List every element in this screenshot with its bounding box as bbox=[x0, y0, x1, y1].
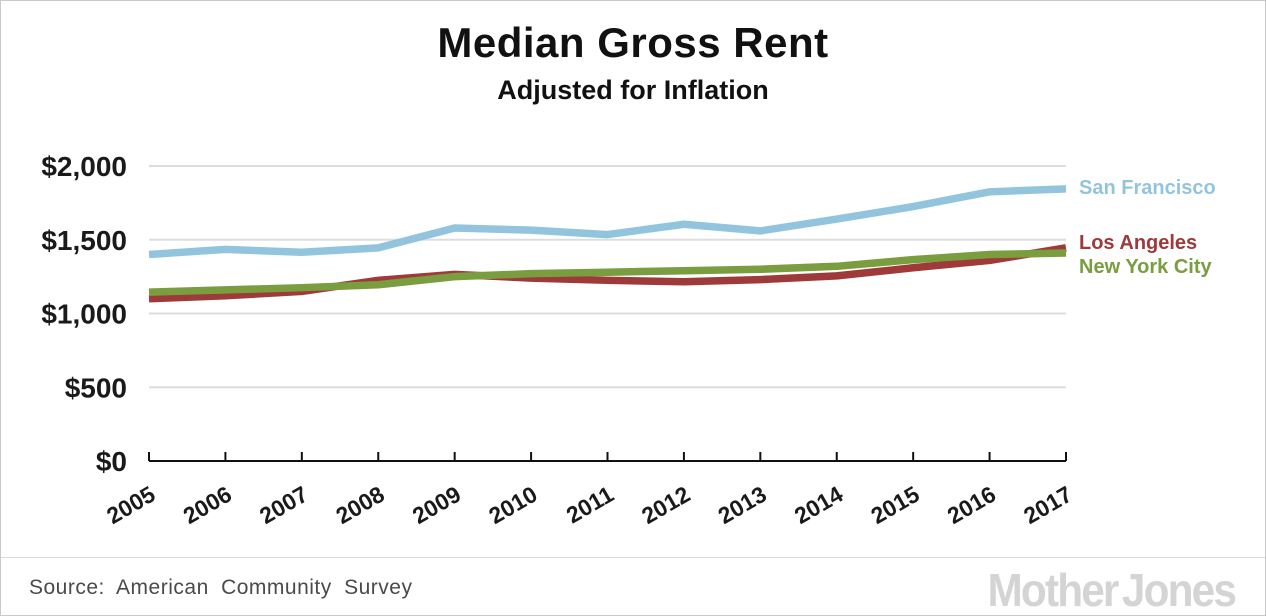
x-axis-label-2017: 2017 bbox=[1019, 481, 1076, 529]
chart-subtitle: Adjusted for Inflation bbox=[497, 75, 769, 105]
y-axis-label-2000: $2,000 bbox=[41, 151, 127, 182]
legend-new-york-city: New York City bbox=[1079, 256, 1212, 278]
x-axis-label-2005: 2005 bbox=[102, 481, 159, 529]
source-note: Source: American Community Survey bbox=[29, 576, 413, 599]
line-san-francisco bbox=[148, 185, 1067, 259]
x-axis-label-2014: 2014 bbox=[790, 481, 847, 529]
mother-jones-logo: Mother Jones bbox=[987, 564, 1236, 616]
line-new-york-city bbox=[148, 249, 1067, 296]
legend-san-francisco: San Francisco bbox=[1079, 177, 1216, 199]
y-axis-label-500: $500 bbox=[65, 372, 127, 403]
x-axis-label-2006: 2006 bbox=[179, 481, 236, 529]
x-axis-label-2011: 2011 bbox=[562, 481, 618, 529]
x-axis-label-2008: 2008 bbox=[331, 481, 388, 529]
legend-los-angeles: Los Angeles bbox=[1079, 232, 1198, 254]
x-axis-label-2010: 2010 bbox=[484, 481, 541, 529]
x-axis-label-2012: 2012 bbox=[637, 481, 694, 529]
footer: Source: American Community Survey Mother… bbox=[1, 557, 1265, 615]
line-chart: $2,000 $1,500 $1,000 $500 $0 2005 2006 2007 2008… bbox=[41, 151, 1076, 529]
x-axis-label-2016: 2016 bbox=[943, 481, 1000, 529]
x-axis-label-2009: 2009 bbox=[408, 481, 465, 529]
x-axis-label-2007: 2007 bbox=[255, 481, 312, 529]
x-axis-label-2015: 2015 bbox=[866, 481, 923, 529]
y-axis-label-1500: $1,500 bbox=[41, 225, 127, 256]
y-axis-label-0: $0 bbox=[96, 446, 127, 477]
x-axis-label-2013: 2013 bbox=[714, 481, 771, 529]
y-axis-label-1000: $1,000 bbox=[41, 299, 127, 330]
chart-title: Median Gross Rent bbox=[437, 19, 829, 66]
